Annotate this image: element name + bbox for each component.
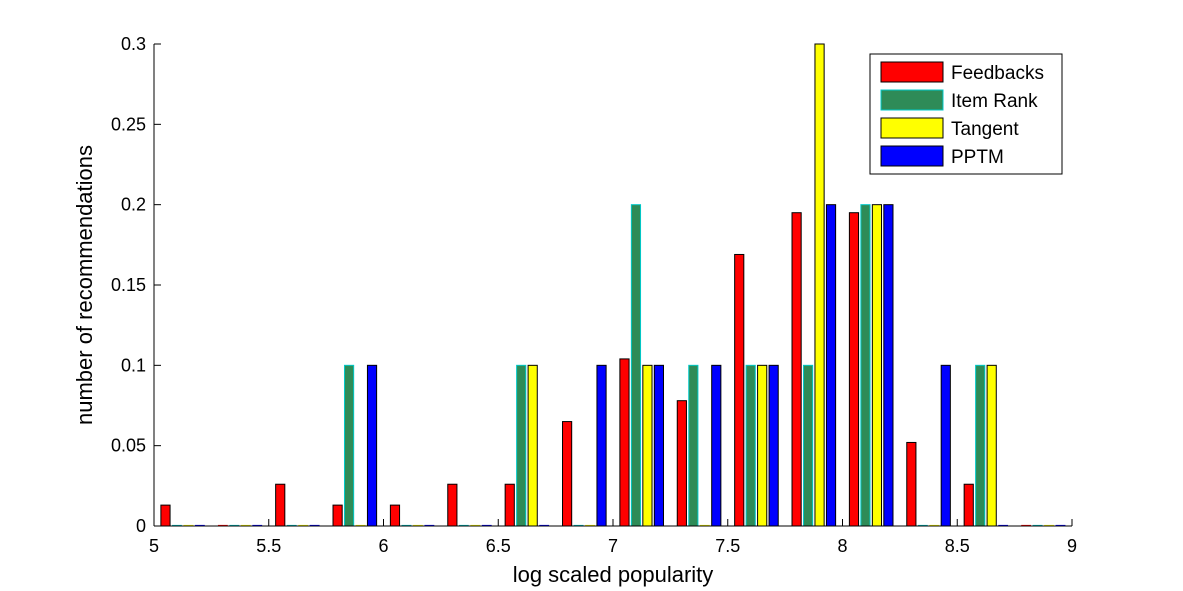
- bar-feedbacks: [963, 483, 974, 527]
- y-axis-title: number of recommendations: [72, 145, 97, 425]
- bar-feedbacks: [504, 483, 515, 527]
- bar-pptm: [366, 364, 378, 527]
- bar-item-rank: [745, 364, 756, 527]
- bar-item-rank: [688, 364, 699, 527]
- legend-label-item-rank: Item Rank: [951, 91, 1038, 112]
- bar-tangent: [871, 204, 883, 527]
- x-tick-label: 7: [608, 536, 618, 556]
- x-tick-label: 8: [837, 536, 847, 556]
- bar-feedbacks: [734, 253, 745, 527]
- legend-label-feedbacks: Feedbacks: [951, 63, 1044, 84]
- bar-tangent: [757, 364, 768, 527]
- bar-item-rank: [630, 204, 642, 527]
- legend: Feedbacks Item Rank Tangent PPTM: [869, 53, 1063, 175]
- x-tick-label: 6.5: [486, 536, 511, 556]
- y-tick-label: 0.05: [111, 436, 146, 456]
- x-tick-label: 8.5: [945, 536, 970, 556]
- y-tick-label: 0.1: [121, 355, 146, 375]
- legend-label-tangent: Tangent: [951, 119, 1019, 140]
- bar-item-rank: [802, 364, 814, 527]
- y-tick-label: 0.3: [121, 34, 146, 54]
- bar-pptm: [596, 364, 607, 527]
- bar-pptm: [883, 204, 894, 527]
- x-axis-title: log scaled popularity: [513, 562, 714, 587]
- bar-item-rank: [343, 364, 355, 527]
- bar-tangent: [986, 364, 997, 527]
- bar-feedbacks: [906, 441, 917, 527]
- y-tick-label: 0.25: [111, 114, 146, 134]
- bar-feedbacks: [332, 504, 343, 527]
- legend-swatch-item-rank: [880, 89, 944, 111]
- bar-tangent: [814, 43, 825, 527]
- bar-tangent: [642, 364, 653, 527]
- bar-pptm: [711, 364, 722, 527]
- legend-label-pptm: PPTM: [951, 147, 1004, 168]
- bar-pptm: [940, 364, 951, 527]
- bar-pptm: [825, 204, 837, 527]
- legend-swatch-pptm: [880, 145, 944, 167]
- y-ticks-group: 0 0.05 0.1 0.15 0.2 0.25 0.3: [111, 34, 161, 536]
- y-tick-label: 0.15: [111, 275, 146, 295]
- x-ticks-group: 5 5.5 6 6.5 7 7.5 8 8.5 9: [149, 519, 1077, 556]
- y-tick-label: 0: [136, 516, 146, 536]
- x-tick-label: 7.5: [715, 536, 740, 556]
- bar-tangent: [527, 364, 538, 527]
- bar-feedbacks: [562, 421, 573, 527]
- bar-feedbacks: [848, 212, 860, 527]
- bar-feedbacks: [447, 483, 458, 527]
- x-tick-label: 6: [378, 536, 388, 556]
- x-tick-label: 5.5: [256, 536, 281, 556]
- bar-feedbacks: [275, 483, 286, 527]
- legend-swatch-tangent: [880, 117, 944, 139]
- bar-item-rank: [975, 364, 986, 527]
- y-tick-label: 0.2: [121, 195, 146, 215]
- bar-feedbacks: [389, 504, 401, 527]
- bar-item-rank: [516, 364, 527, 527]
- bar-feedbacks: [791, 212, 802, 527]
- bar-feedbacks: [619, 358, 630, 527]
- bar-pptm: [768, 364, 779, 527]
- bar-pptm: [653, 364, 664, 527]
- legend-swatch-feedbacks: [880, 61, 944, 83]
- bar-feedbacks: [676, 400, 687, 527]
- x-tick-label: 5: [149, 536, 159, 556]
- bar-feedbacks: [160, 504, 171, 527]
- bar-item-rank: [860, 204, 871, 527]
- x-tick-label: 9: [1067, 536, 1077, 556]
- bars-group: [160, 43, 1066, 527]
